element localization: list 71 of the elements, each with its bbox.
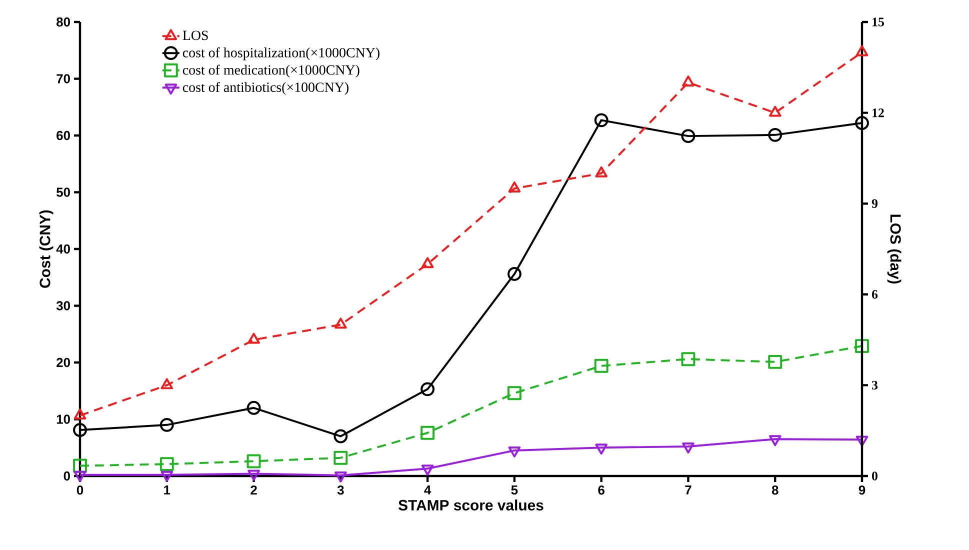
point — [420, 426, 435, 440]
y-tick-label: 50 — [56, 188, 70, 197]
x-tick-label: 4 — [424, 486, 432, 494]
y2-tick-label: 9 — [872, 199, 878, 208]
point — [595, 166, 608, 178]
point — [508, 446, 521, 458]
point — [768, 435, 782, 446]
point — [334, 429, 348, 444]
x-tick-label: 8 — [772, 485, 778, 495]
y-tick-label: 30 — [56, 301, 70, 310]
point — [160, 418, 174, 432]
point — [768, 128, 782, 142]
y2-tick-label: 12 — [872, 108, 884, 118]
x-tick-label: 1 — [164, 486, 170, 494]
point — [334, 471, 347, 482]
point — [160, 470, 174, 482]
y2-tick-label: 3 — [872, 380, 878, 390]
point — [768, 106, 782, 117]
point — [74, 470, 86, 482]
legend-label: cost of hospitalization(×1000CNY) — [182, 47, 380, 60]
y2-tick-label: 6 — [872, 290, 878, 299]
point — [246, 400, 261, 415]
point — [160, 457, 174, 472]
point — [682, 76, 694, 87]
point — [421, 464, 434, 476]
point — [73, 423, 87, 438]
x-tick-label: 5 — [511, 486, 518, 495]
y-tick-label: 20 — [56, 358, 70, 368]
point — [855, 116, 869, 130]
point — [507, 266, 522, 281]
x-tick-label: 6 — [598, 485, 604, 495]
x-axis-title: STAMP score values — [398, 500, 544, 511]
legend-label: cost of medication(×1000CNY) — [182, 64, 360, 78]
point — [856, 45, 868, 56]
y-tick-label: 70 — [56, 74, 70, 84]
point — [768, 354, 782, 369]
y-axis-title: Cost (CNY) — [39, 210, 54, 288]
point — [248, 332, 260, 344]
y-tick-label: 80 — [56, 17, 70, 27]
point — [334, 450, 348, 465]
x-tick-label: 2 — [250, 485, 257, 495]
legend-label: cost of antibiotics(×100CNY) — [182, 82, 348, 95]
point — [595, 444, 608, 455]
point — [681, 352, 696, 366]
x-tick-label: 7 — [685, 486, 692, 494]
y-tick-label: 60 — [56, 130, 70, 140]
y-tick-label: 40 — [56, 244, 70, 254]
point — [74, 408, 86, 420]
point — [681, 129, 696, 144]
y2-tick-label: 0 — [872, 472, 878, 480]
point — [246, 454, 261, 468]
x-tick-label: 9 — [858, 485, 866, 495]
point — [594, 358, 608, 373]
point — [856, 436, 868, 447]
y-tick-label: 10 — [56, 414, 70, 424]
point — [160, 378, 174, 390]
point — [420, 382, 435, 396]
y2-axis-title: LOS (day) — [887, 214, 902, 284]
point — [334, 318, 347, 329]
x-tick-label: 3 — [337, 485, 344, 495]
point — [507, 386, 522, 400]
point — [508, 181, 521, 192]
y-tick-label: 0 — [64, 471, 70, 481]
point — [682, 442, 694, 454]
point — [248, 470, 260, 481]
y2-tick-label: 15 — [872, 18, 884, 26]
x-tick-label: 0 — [76, 485, 84, 495]
point — [594, 113, 608, 128]
legend-label: LOS — [182, 30, 208, 40]
point — [855, 339, 869, 354]
point — [421, 257, 434, 268]
